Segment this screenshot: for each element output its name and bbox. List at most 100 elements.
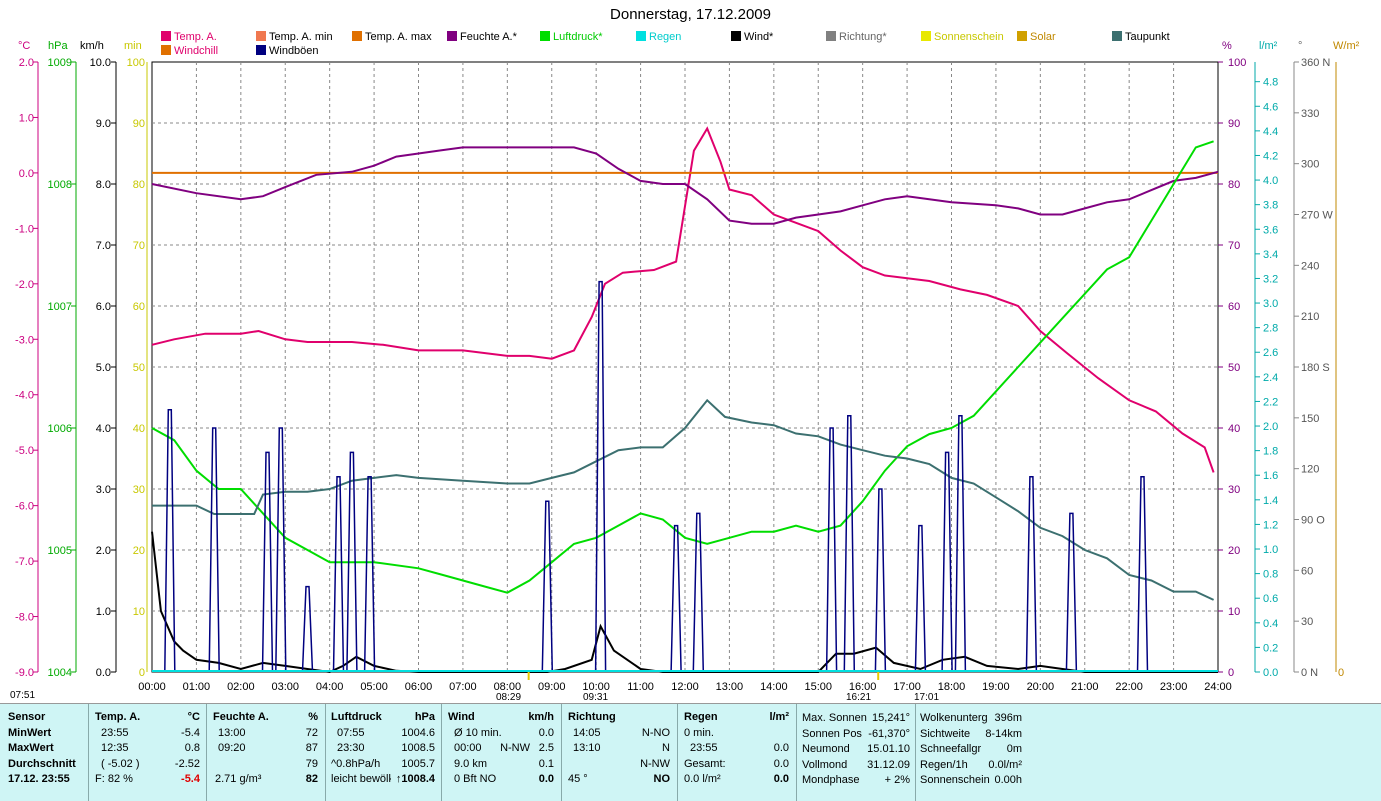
legend-swatch: [447, 31, 457, 41]
rain-tick-label: 0.6: [1263, 593, 1278, 605]
rain-tick-label: 1.4: [1263, 495, 1278, 507]
direction-tick-label: 60: [1301, 565, 1313, 577]
rain-tick-label: 0.0: [1263, 667, 1278, 679]
rain-tick-label: 1.6: [1263, 470, 1278, 482]
x-tick-label: 05:00: [360, 681, 388, 693]
sun-column: Max. Sonnen 15,241° Sonnen Pos -61,370° Ne…: [802, 712, 910, 786]
legend-item: Windböen: [256, 45, 319, 57]
gust-spike: [914, 524, 927, 673]
pressure-tick-label: 1007: [48, 301, 72, 313]
rain-unit-label: l/m²: [1259, 40, 1278, 52]
wind-tick-label: 1.0: [96, 606, 111, 618]
gust-spike: [1065, 512, 1078, 673]
minutes-tick-label: 20: [133, 545, 145, 557]
series-line-wind: [151, 531, 1218, 674]
legend-swatch: [352, 31, 362, 41]
legend-item: Taupunkt: [1112, 31, 1170, 43]
legend-label: Taupunkt: [1125, 31, 1170, 43]
humidity-tick-label: 60: [1228, 301, 1240, 313]
temp-tick-label: -3.0: [15, 334, 34, 346]
wind-tick-label: 0.0: [96, 667, 111, 679]
minutes-unit-label: min: [124, 40, 142, 52]
x-tick-label: 14:00: [760, 681, 788, 693]
temp-unit-label: °C: [18, 40, 31, 52]
rain-tick-label: 0.8: [1263, 569, 1278, 581]
series-line-tempa: [151, 126, 1215, 473]
gust-spike: [670, 524, 682, 673]
minutes-tick-label: 70: [133, 240, 145, 252]
rain-tick-label: 4.4: [1263, 126, 1278, 138]
humidity-tick-label: 30: [1228, 484, 1240, 496]
series-line-luftdruck: [151, 140, 1214, 594]
direction-unit-label: °: [1298, 40, 1303, 52]
minutes-tick-label: 60: [133, 301, 145, 313]
wind-unit-label: km/h: [80, 40, 104, 52]
legend-label: Regen: [649, 31, 682, 43]
pressure-column: Luftdruck hPa 07:55 1004.6 23:30 1008.5 ^0.…: [331, 711, 435, 785]
legend-item: Temp. A.: [161, 31, 217, 43]
x-tick-label: 00:00: [138, 681, 166, 693]
temp-tick-label: 1.0: [19, 112, 34, 124]
temp-tick-label: -1.0: [15, 223, 34, 235]
wind-column: Wind km/h Ø 10 min. 0.0 00:00 N-NW 2.5 9.0 k…: [448, 711, 554, 785]
rain-tick-label: 2.0: [1263, 421, 1278, 433]
temp-tick-label: -2.0: [15, 279, 34, 291]
legend-label: Windchill: [174, 45, 219, 57]
legend-swatch: [256, 45, 266, 55]
legend-label: Solar: [1030, 31, 1056, 43]
legend-item: Luftdruck*: [540, 31, 603, 43]
legend-item: Regen: [636, 31, 681, 43]
legend-swatch: [731, 31, 741, 41]
minutes-tick-label: 10: [133, 606, 145, 618]
rain-tick-label: 1.8: [1263, 446, 1278, 458]
direction-tick-label: 150: [1301, 413, 1319, 425]
temp-column: Temp. A. °C 23:55 -5.4 12:35 0.8 ( -5.02 ) -…: [95, 711, 200, 785]
rain-tick-label: 4.8: [1263, 77, 1278, 89]
series-line-feuchtea: [151, 146, 1219, 225]
cloud-column: Wolkenunterg 396m Sichtweite 8-14km Schnee…: [920, 712, 1022, 786]
pressure-tick-label: 1008: [48, 179, 72, 191]
wind-tick-label: 10.0: [90, 57, 111, 69]
gust-spike: [1136, 476, 1149, 673]
x-tick-label: 17:00: [893, 681, 921, 693]
wind-tick-label: 9.0: [96, 118, 111, 130]
gust-spike: [346, 451, 358, 673]
humidity-tick-label: 80: [1228, 179, 1240, 191]
sensor-column: Sensor MinWert MaxWert Durchschnitt 17.1…: [8, 710, 86, 788]
rain-tick-label: 4.6: [1263, 101, 1278, 113]
x-tick-label: 01:00: [183, 681, 211, 693]
legend-swatch: [636, 31, 646, 41]
x-tick-label: 06:00: [405, 681, 433, 693]
wind-tick-label: 4.0: [96, 423, 111, 435]
x-tick-label: 21:00: [1071, 681, 1099, 693]
pressure-unit-label: hPa: [48, 40, 68, 52]
gust-spike: [541, 500, 554, 673]
temp-tick-label: 0.0: [19, 168, 34, 180]
direction-tick-label: 120: [1301, 464, 1319, 476]
sensor-header: Sensor: [8, 711, 46, 723]
wind-tick-label: 2.0: [96, 545, 111, 557]
legend-swatch: [826, 31, 836, 41]
pressure-tick-label: 1005: [48, 545, 72, 557]
gust-spike: [275, 427, 287, 673]
x-tick-label: 20:00: [1027, 681, 1055, 693]
rain-tick-label: 3.6: [1263, 224, 1278, 236]
direction-tick-label: 300: [1301, 159, 1319, 171]
legend-item: Sonnenschein: [921, 31, 1004, 43]
gust-spike: [1025, 476, 1038, 673]
direction-column: Richtung 14:05 N-NO 13:10 N N-NW 45 ° NO: [568, 711, 670, 785]
minutes-tick-label: 50: [133, 362, 145, 374]
humidity-tick-label: 50: [1228, 362, 1240, 374]
legend-label: Windböen: [269, 45, 319, 57]
sunset-label: 16:21: [846, 692, 872, 703]
x-tick-label: 08:00: [494, 681, 522, 693]
gust-spike: [843, 415, 856, 673]
gust-spike: [261, 451, 274, 673]
pressure-tick-label: 1004: [48, 667, 72, 679]
legend-item: Wind*: [731, 31, 773, 43]
rain-tick-label: 1.2: [1263, 519, 1278, 531]
humidity-tick-label: 0: [1228, 667, 1234, 679]
pressure-tick-label: 1009: [48, 57, 72, 69]
legend-item: Temp. A. max: [352, 31, 432, 43]
sensor-row: MaxWert: [8, 742, 54, 754]
